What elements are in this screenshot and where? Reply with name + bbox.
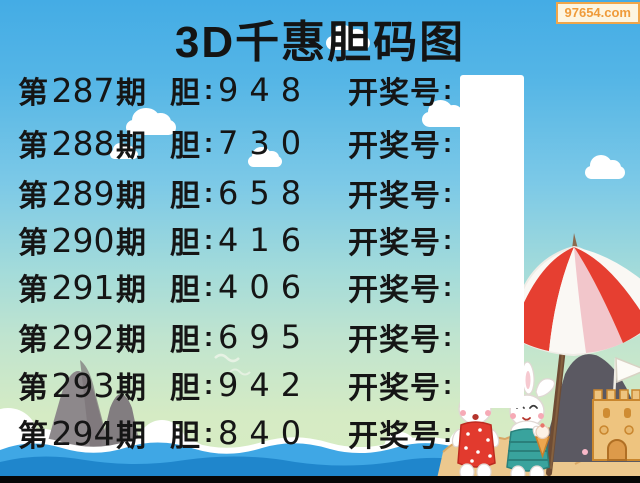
period-number: 293 bbox=[51, 365, 115, 405]
period-suffix: 期 bbox=[116, 77, 146, 110]
period-suffix: 期 bbox=[116, 130, 146, 163]
period-prefix: 第 bbox=[18, 77, 48, 110]
period-suffix: 期 bbox=[116, 372, 146, 405]
colon: : bbox=[203, 177, 214, 208]
colon: : bbox=[203, 224, 214, 255]
draw-row: 第 294 期 胆 : 840 开奖号 : bbox=[18, 409, 454, 457]
period-number: 287 bbox=[51, 70, 115, 110]
result-label: 开奖号 bbox=[348, 420, 441, 453]
period-number: 291 bbox=[51, 267, 115, 307]
draw-row: 第 288 期 胆 : 730 开奖号 : bbox=[18, 119, 454, 167]
period-number: 288 bbox=[51, 123, 115, 163]
result-label: 开奖号 bbox=[348, 227, 441, 260]
dan-label: 胆 bbox=[170, 274, 200, 307]
result-label: 开奖号 bbox=[348, 130, 441, 163]
cloud-icon bbox=[110, 142, 138, 159]
dan-digits: 658 bbox=[218, 174, 313, 212]
draw-row: 第 287 期 胆 : 948 开奖号 : bbox=[18, 66, 454, 114]
period-number: 289 bbox=[51, 173, 115, 213]
draw-row: 第 291 期 胆 : 406 开奖号 : bbox=[18, 263, 454, 311]
period-prefix: 第 bbox=[18, 420, 48, 453]
period-prefix: 第 bbox=[18, 372, 48, 405]
colon: : bbox=[442, 417, 453, 448]
colon: : bbox=[442, 271, 453, 302]
dan-label: 胆 bbox=[170, 372, 200, 405]
colon: : bbox=[203, 369, 214, 400]
draw-row: 第 290 期 胆 : 416 开奖号 : bbox=[18, 216, 454, 264]
dan-digits: 840 bbox=[218, 414, 313, 452]
page-title: 3D千惠胆码图 bbox=[174, 18, 466, 67]
colon: : bbox=[203, 417, 214, 448]
colon: : bbox=[203, 271, 214, 302]
draw-row: 第 293 期 胆 : 942 开奖号 : bbox=[18, 361, 454, 409]
watermark-badge: 97654.com bbox=[555, 2, 640, 24]
results-cover-box bbox=[460, 75, 524, 408]
period-number: 294 bbox=[51, 413, 115, 453]
dan-label: 胆 bbox=[170, 324, 200, 357]
colon: : bbox=[442, 74, 453, 105]
colon: : bbox=[203, 74, 214, 105]
cloud-icon bbox=[585, 155, 625, 179]
dan-label: 胆 bbox=[170, 77, 200, 110]
dan-digits: 695 bbox=[218, 318, 313, 356]
colon: : bbox=[203, 321, 214, 352]
dan-digits: 416 bbox=[218, 221, 313, 259]
colon: : bbox=[442, 224, 453, 255]
cloud-icon bbox=[126, 107, 176, 135]
dan-digits: 948 bbox=[218, 71, 313, 109]
period-prefix: 第 bbox=[18, 274, 48, 307]
period-prefix: 第 bbox=[18, 324, 48, 357]
dan-label: 胆 bbox=[170, 420, 200, 453]
period-prefix: 第 bbox=[18, 130, 48, 163]
result-label: 开奖号 bbox=[348, 274, 441, 307]
bottom-border-bar bbox=[0, 476, 640, 483]
result-label: 开奖号 bbox=[348, 77, 441, 110]
period-suffix: 期 bbox=[116, 274, 146, 307]
cloud-icon bbox=[326, 24, 370, 50]
cloud-icon bbox=[248, 147, 282, 167]
colon: : bbox=[442, 321, 453, 352]
dan-label: 胆 bbox=[170, 130, 200, 163]
period-prefix: 第 bbox=[18, 227, 48, 260]
colon: : bbox=[442, 127, 453, 158]
period-suffix: 期 bbox=[116, 227, 146, 260]
period-suffix: 期 bbox=[116, 180, 146, 213]
dan-digits: 730 bbox=[218, 124, 313, 162]
result-label: 开奖号 bbox=[348, 180, 441, 213]
period-prefix: 第 bbox=[18, 180, 48, 213]
dan-label: 胆 bbox=[170, 227, 200, 260]
colon: : bbox=[442, 369, 453, 400]
draw-row: 第 289 期 胆 : 658 开奖号 : bbox=[18, 169, 454, 217]
draw-row: 第 292 期 胆 : 695 开奖号 : bbox=[18, 313, 454, 361]
dan-digits: 942 bbox=[218, 366, 313, 404]
colon: : bbox=[203, 127, 214, 158]
colon: : bbox=[442, 177, 453, 208]
cloud-icon bbox=[422, 99, 468, 127]
period-number: 290 bbox=[51, 220, 115, 260]
dan-label: 胆 bbox=[170, 180, 200, 213]
result-label: 开奖号 bbox=[348, 372, 441, 405]
result-label: 开奖号 bbox=[348, 324, 441, 357]
dan-digits: 406 bbox=[218, 268, 313, 306]
period-suffix: 期 bbox=[116, 420, 146, 453]
period-suffix: 期 bbox=[116, 324, 146, 357]
period-number: 292 bbox=[51, 317, 115, 357]
